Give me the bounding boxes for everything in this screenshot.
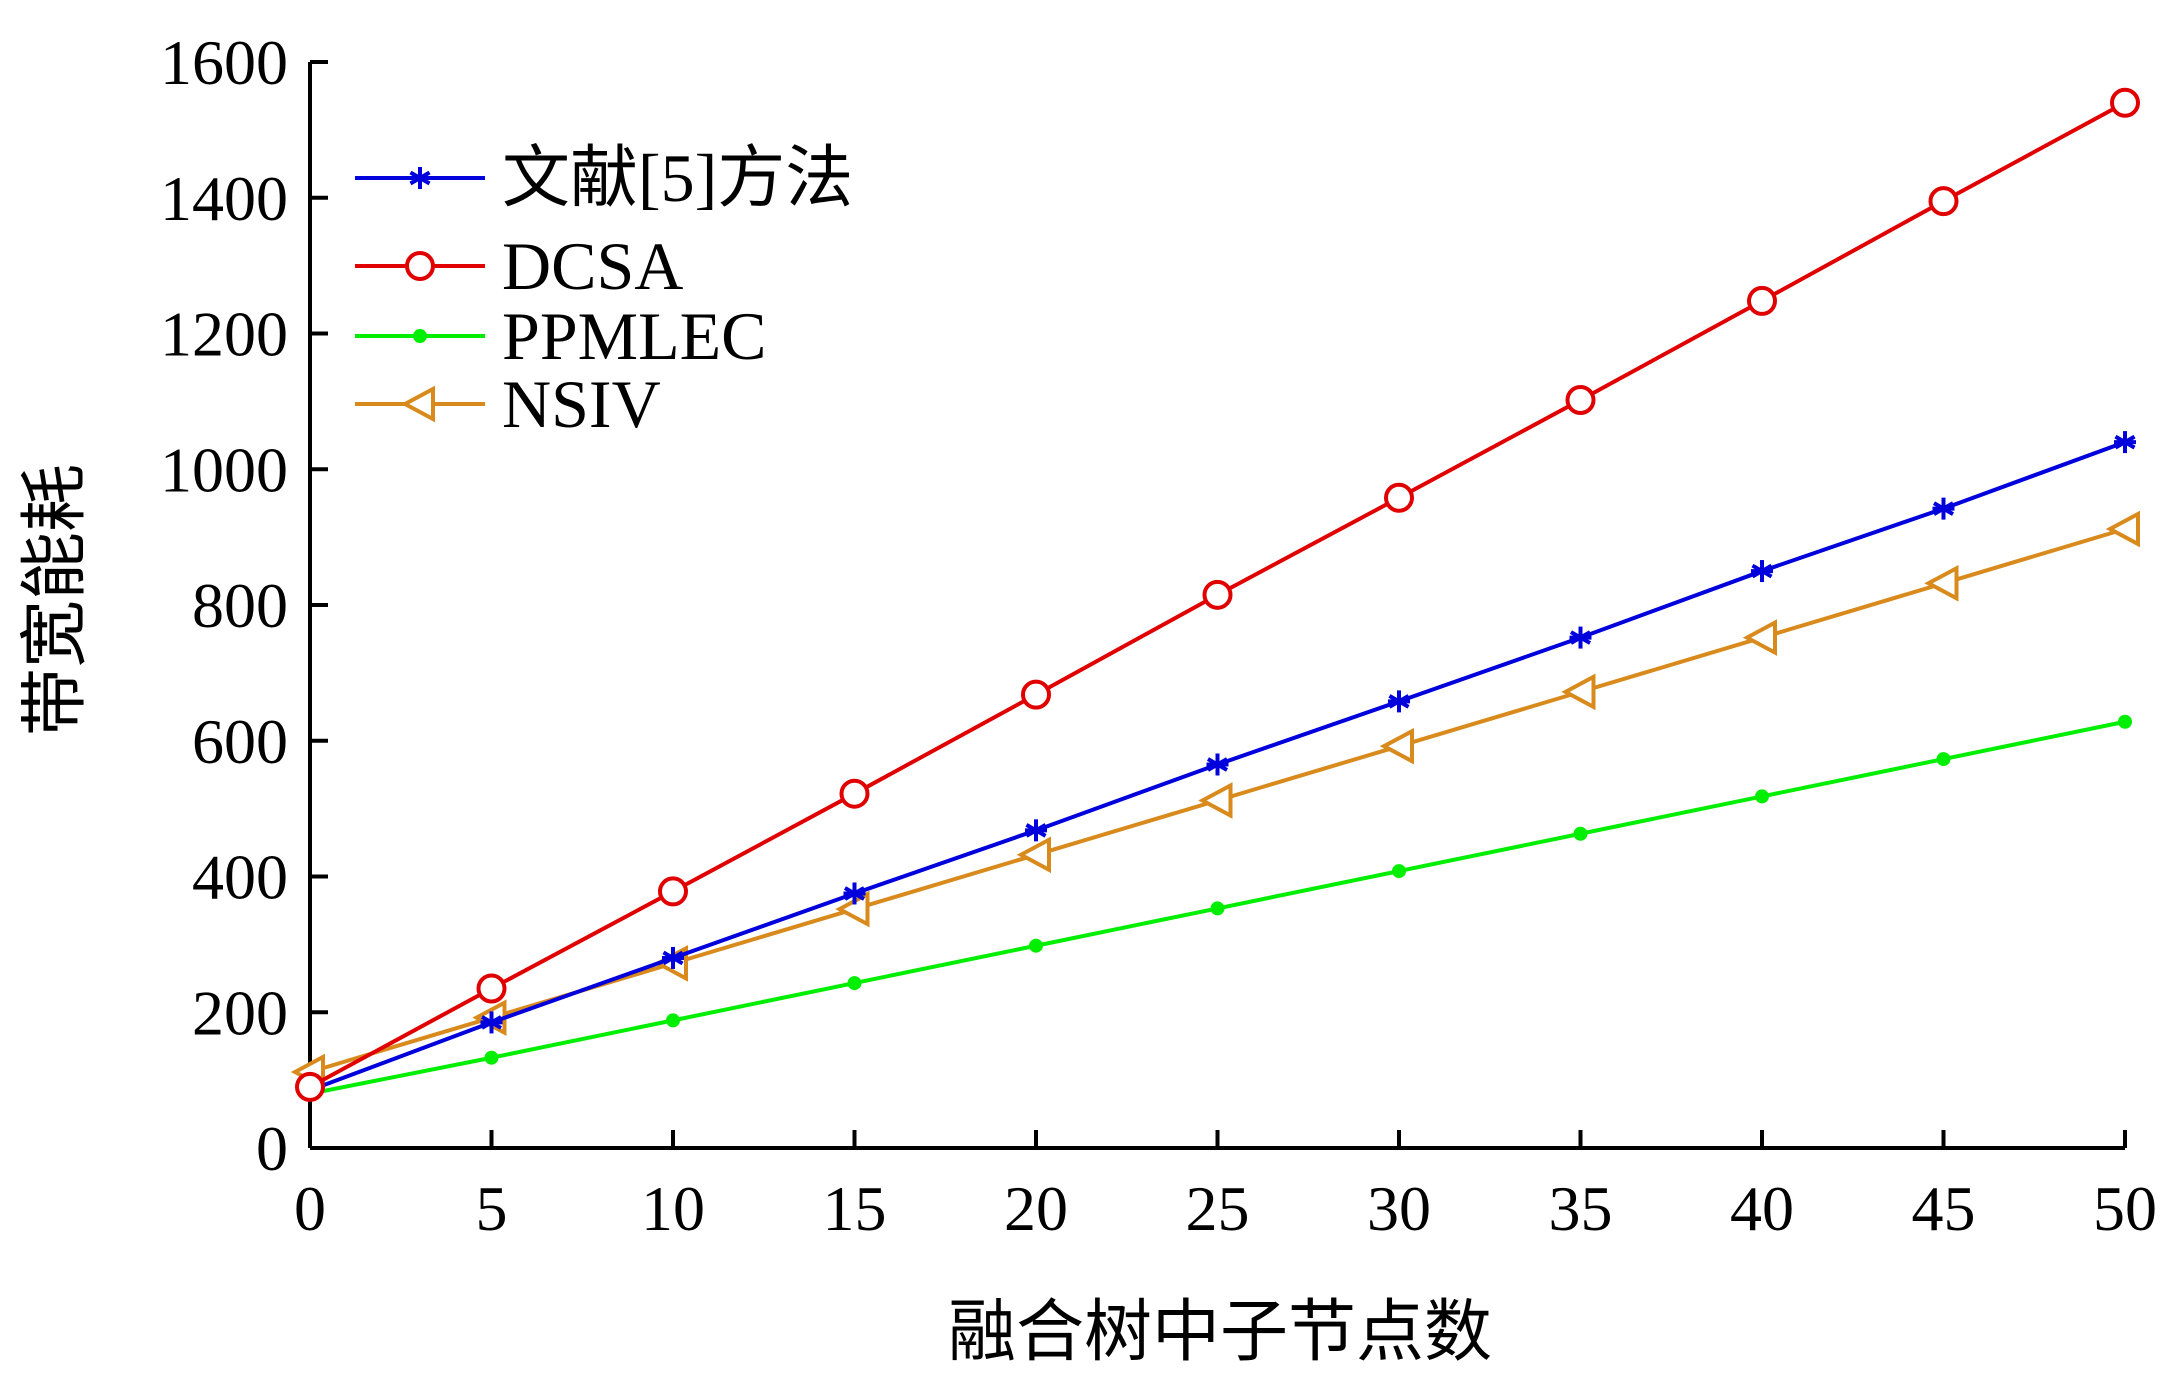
data-point xyxy=(1198,782,1233,819)
x-tick-label: 10 xyxy=(641,1173,705,1244)
data-point xyxy=(1924,564,1959,602)
data-point xyxy=(658,876,688,907)
y-tick-label: 0 xyxy=(256,1113,288,1184)
y-tick-label: 200 xyxy=(192,977,288,1048)
data-point xyxy=(1569,626,1592,649)
x-tick-label: 25 xyxy=(1186,1173,1250,1244)
legend-item: PPMLEC xyxy=(355,298,767,374)
series-layer xyxy=(290,87,2140,1102)
x-axis-label: 融合树中子节点数 xyxy=(948,1293,1492,1372)
data-point xyxy=(1561,673,1596,711)
data-point xyxy=(295,1071,325,1102)
data-point xyxy=(1742,619,1777,656)
y-tick-label: 600 xyxy=(192,706,288,777)
legend-label: DCSA xyxy=(502,228,683,304)
legend-label: 文献[5]方法 xyxy=(502,140,853,216)
x-tick-label: 50 xyxy=(2093,1173,2157,1244)
x-tick-label: 5 xyxy=(476,1173,508,1244)
data-point xyxy=(1210,901,1225,916)
x-tick-label: 20 xyxy=(1004,1173,1068,1244)
x-tick-label: 45 xyxy=(1912,1173,1976,1244)
y-tick-label: 1000 xyxy=(160,434,288,505)
data-point xyxy=(847,976,862,991)
y-tick-label: 400 xyxy=(192,842,288,913)
data-point xyxy=(1928,186,1959,217)
data-point xyxy=(1025,819,1047,842)
data-point xyxy=(1755,789,1769,804)
y-tick-label: 1400 xyxy=(160,163,288,234)
legend-item: 文献[5]方法 xyxy=(355,140,853,216)
y-tick-label: 1600 xyxy=(160,27,288,98)
x-tick-label: 40 xyxy=(1730,1173,1794,1244)
data-point xyxy=(1936,752,1951,767)
legend-marker xyxy=(400,385,435,423)
data-point xyxy=(484,1050,499,1065)
x-tick-label: 30 xyxy=(1367,1173,1431,1244)
data-point xyxy=(666,1013,680,1028)
data-point xyxy=(1573,826,1588,841)
y-axis-label: 带宽能耗 xyxy=(16,464,95,736)
data-point xyxy=(1202,579,1233,610)
data-point xyxy=(2110,87,2140,118)
data-point xyxy=(1388,690,1410,713)
legend-label: PPMLEC xyxy=(502,298,767,374)
legend-label: NSIV xyxy=(502,366,661,442)
data-point xyxy=(1384,482,1414,513)
series-0 xyxy=(299,431,2136,1102)
legend-item: NSIV xyxy=(355,366,661,442)
data-point xyxy=(1751,560,1773,583)
x-tick-label: 35 xyxy=(1549,1173,1613,1244)
legend-marker xyxy=(409,167,431,189)
data-point xyxy=(843,882,866,905)
legend-marker xyxy=(405,251,435,281)
data-point xyxy=(480,1011,503,1034)
data-point xyxy=(1021,679,1051,710)
data-point xyxy=(476,973,507,1004)
data-point xyxy=(839,778,870,809)
data-point xyxy=(2118,714,2132,729)
series-1 xyxy=(295,87,2140,1102)
data-point xyxy=(1016,836,1051,874)
data-point xyxy=(1379,727,1414,765)
data-point xyxy=(1565,385,1596,416)
y-tick-label: 1200 xyxy=(160,299,288,370)
data-point xyxy=(1206,753,1229,776)
data-point xyxy=(1029,938,1043,953)
data-point xyxy=(1932,497,1955,520)
axes: 0 200 400 600 800 1000 1200 1400 1600 0 5 10 15 20 25 3… xyxy=(160,27,2157,1244)
legend-marker xyxy=(413,329,427,343)
legend-item: DCSA xyxy=(355,228,683,304)
x-tick-label: 15 xyxy=(823,1173,887,1244)
data-point xyxy=(1747,285,1777,316)
data-point xyxy=(1392,864,1406,879)
data-point xyxy=(662,946,684,969)
y-tick-label: 800 xyxy=(192,570,288,641)
x-tick-label: 0 xyxy=(294,1173,326,1244)
data-point xyxy=(2114,431,2136,454)
data-point xyxy=(2105,510,2140,548)
